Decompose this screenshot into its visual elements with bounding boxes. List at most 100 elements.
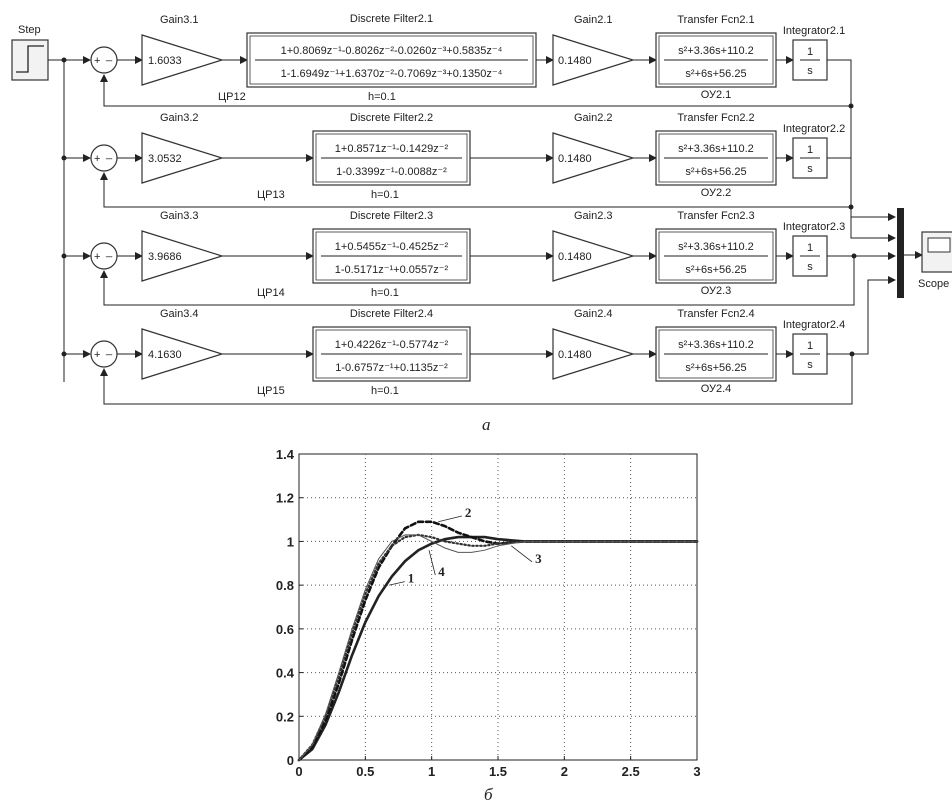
filter-numerator: 1+0.5455z⁻¹-0.4525z⁻² [335, 241, 449, 253]
gain2-block[interactable] [552, 230, 636, 282]
scope-block[interactable] [921, 231, 952, 273]
gain3-value: 3.0532 [148, 153, 182, 165]
y-tick-label: 1 [287, 534, 294, 549]
sum-plus-sign: + [94, 251, 100, 263]
controller-label: ЦР13 [257, 189, 285, 201]
gain2-label: Gain2.1 [574, 14, 613, 26]
gain2-value: 0.1480 [558, 55, 592, 67]
integrator-numerator: 1 [807, 144, 813, 156]
gain3-label: Gain3.4 [160, 308, 199, 320]
integrator-block[interactable]: 1s [792, 235, 828, 277]
discrete-filter-block[interactable]: 1+0.4226z⁻¹-0.5774z⁻² 1-0.6757z⁻¹+0.1135z… [312, 326, 471, 382]
sum-block[interactable]: + _ [90, 144, 118, 172]
plant-label: ОУ2.3 [701, 285, 732, 297]
controller-label: ЦР15 [257, 385, 285, 397]
sample-time-label: h=0.1 [368, 91, 396, 103]
transfer-fcn-block[interactable]: s²+3.36s+110.2 s²+6s+56.25 [655, 32, 777, 88]
gain3-value: 3.9686 [148, 251, 182, 263]
sum-plus-sign: + [94, 55, 100, 67]
annotation-leader [511, 545, 533, 563]
y-tick-label: 0.2 [276, 709, 294, 724]
gain2-value: 0.1480 [558, 349, 592, 361]
gain2-value: 0.1480 [558, 251, 592, 263]
discrete-filter-block[interactable]: 1+0.8069z⁻¹-0.8026z⁻²-0.0260z⁻³+0.5835z⁻… [246, 32, 537, 88]
integrator-denominator: s [807, 261, 813, 273]
annotation-leader [428, 550, 436, 576]
x-tick-label: 0 [295, 764, 302, 779]
controller-label: ЦР12 [218, 91, 246, 103]
x-tick-label: 0.5 [356, 764, 374, 779]
gain3-label: Gain3.1 [160, 14, 199, 26]
loop-row-2: + _ Gain3.2 3.0532 Discrete Filter2.2 1+0.857… [61, 112, 896, 242]
gain3-block[interactable] [141, 132, 225, 184]
caption-b: б [484, 785, 493, 804]
integrator-block[interactable]: 1s [792, 137, 828, 179]
tf-denominator: s²+6s+56.25 [685, 68, 746, 80]
integrator-label: Integrator2.4 [783, 319, 845, 331]
discrete-filter-label: Discrete Filter2.1 [350, 13, 433, 25]
sum-block[interactable]: + _ [90, 242, 118, 270]
caption-a: а [482, 415, 491, 434]
discrete-filter-block[interactable]: 1+0.5455z⁻¹-0.4525z⁻² 1-0.5171z⁻¹+0.0557z… [312, 228, 471, 284]
integrator-numerator: 1 [807, 46, 813, 58]
step-label: Step [18, 24, 41, 36]
transfer-fcn-label: Transfer Fcn2.3 [677, 210, 754, 222]
curve-label-2: 2 [465, 505, 472, 520]
gain2-label: Gain2.2 [574, 112, 613, 124]
gain2-block[interactable] [552, 34, 636, 86]
integrator-denominator: s [807, 359, 813, 371]
filter-numerator: 1+0.4226z⁻¹-0.5774z⁻² [335, 339, 449, 351]
filter-denominator: 1-0.5171z⁻¹+0.0557z⁻² [335, 264, 449, 276]
tf-denominator: s²+6s+56.25 [685, 166, 746, 178]
integrator-block[interactable]: 1s [792, 333, 828, 375]
x-tick-label: 2 [561, 764, 568, 779]
sum-minus-sign: _ [105, 148, 113, 160]
sum-minus-sign: _ [105, 246, 113, 258]
transfer-fcn-block[interactable]: s²+3.36s+110.2 s²+6s+56.25 [655, 326, 777, 382]
gain2-value: 0.1480 [558, 153, 592, 165]
mux-block[interactable] [897, 208, 904, 298]
transfer-fcn-label: Transfer Fcn2.4 [677, 308, 754, 320]
gain2-label: Gain2.4 [574, 308, 613, 320]
x-tick-label: 2.5 [622, 764, 640, 779]
plant-label: ОУ2.2 [701, 187, 732, 199]
filter-denominator: 1-1.6949z⁻¹+1.6370z⁻²-0.7069z⁻³+0.1350z⁻… [281, 68, 503, 80]
discrete-filter-label: Discrete Filter2.2 [350, 112, 433, 124]
transfer-fcn-block[interactable]: s²+3.36s+110.2 s²+6s+56.25 [655, 228, 777, 284]
annotation-leader [389, 581, 405, 586]
tf-denominator: s²+6s+56.25 [685, 362, 746, 374]
integrator-denominator: s [807, 65, 813, 77]
sum-minus-sign: _ [105, 50, 113, 62]
gain3-block[interactable] [141, 328, 225, 380]
gain3-block[interactable] [141, 230, 225, 282]
gain3-label: Gain3.2 [160, 112, 199, 124]
gain3-block[interactable] [141, 34, 225, 86]
sample-time-label: h=0.1 [371, 287, 399, 299]
gain2-block[interactable] [552, 132, 636, 184]
tf-numerator: s²+3.36s+110.2 [678, 339, 754, 351]
sum-block[interactable]: + _ [90, 340, 118, 368]
tf-numerator: s²+3.36s+110.2 [678, 45, 754, 57]
filter-numerator: 1+0.8571z⁻¹-0.1429z⁻² [335, 143, 449, 155]
step-response-chart: 0 0.5 1 1.5 2 2.5 3 0 0.2 0.4 0.6 0.8 1 1.2 1.4 1 2 3 4 [276, 447, 701, 779]
tf-numerator: s²+3.36s+110.2 [678, 241, 754, 253]
plant-label: ОУ2.1 [701, 89, 732, 101]
transfer-fcn-label: Transfer Fcn2.1 [677, 14, 754, 26]
step-block[interactable] [11, 39, 49, 81]
tf-numerator: s²+3.36s+110.2 [678, 143, 754, 155]
controller-label: ЦР14 [257, 287, 285, 299]
sum-minus-sign: _ [105, 344, 113, 356]
tf-denominator: s²+6s+56.25 [685, 264, 746, 276]
integrator-label: Integrator2.1 [783, 25, 845, 37]
gain2-block[interactable] [552, 328, 636, 380]
y-tick-label: 0 [287, 753, 294, 768]
transfer-fcn-block[interactable]: s²+3.36s+110.2 s²+6s+56.25 [655, 130, 777, 186]
sum-plus-sign: + [94, 349, 100, 361]
transfer-fcn-label: Transfer Fcn2.2 [677, 112, 754, 124]
sum-block[interactable]: + _ [90, 46, 118, 74]
integrator-block[interactable]: 1s [792, 39, 828, 81]
discrete-filter-block[interactable]: 1+0.8571z⁻¹-0.1429z⁻² 1-0.3399z⁻¹-0.0088z… [312, 130, 471, 186]
